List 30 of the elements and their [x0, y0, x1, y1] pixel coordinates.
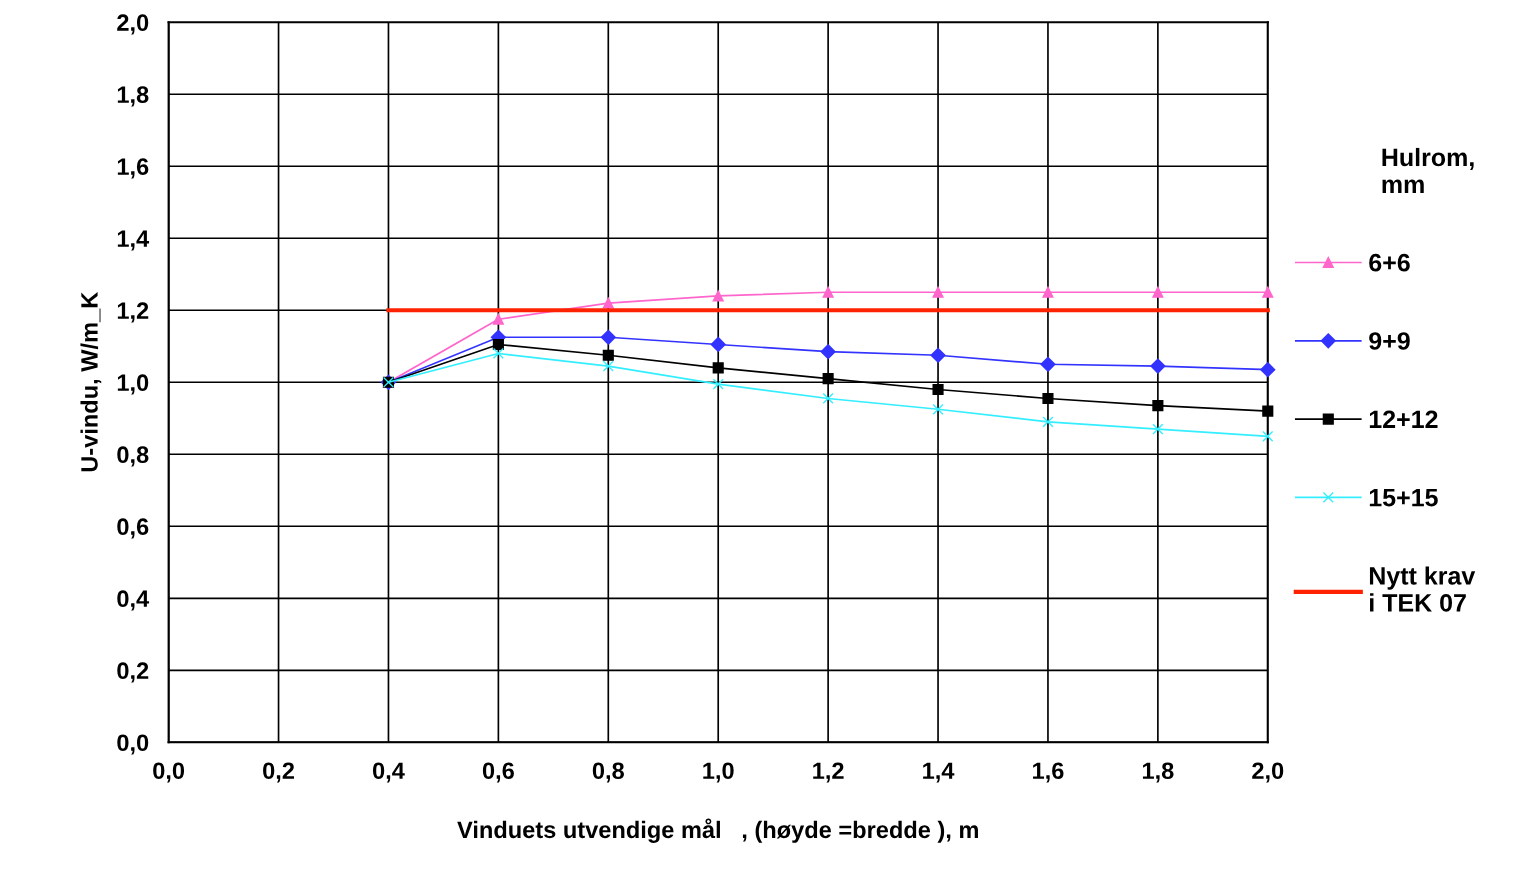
legend-label: 12+12 — [1369, 410, 1438, 428]
x-tick-label: 0,4 — [372, 762, 405, 783]
y-tick-label: 2,0 — [117, 14, 149, 35]
legend-label: Nytt krav i TEK 07 — [1369, 566, 1476, 612]
x-tick-label: 0,8 — [592, 762, 624, 783]
x-tick-label: 1,2 — [813, 762, 844, 783]
x-tick-label: 0,0 — [153, 762, 185, 783]
y-tick-label: 1,6 — [117, 158, 149, 179]
x-tick-label: 0,6 — [482, 762, 514, 783]
y-tick-label: 1,2 — [117, 302, 149, 323]
y-tick-label: 1,4 — [117, 230, 150, 251]
x-tick-label: 2,0 — [1252, 762, 1284, 783]
x-tick-label: 1,8 — [1142, 762, 1174, 783]
legend-label: 6+6 — [1369, 253, 1410, 272]
y-tick-label: 1,0 — [117, 374, 149, 395]
y-tick-label: 0,0 — [117, 734, 149, 755]
y-tick-label: 0,4 — [117, 590, 150, 611]
y-axis-title: U-vindu, W/m_K — [80, 291, 102, 472]
y-tick-label: 0,2 — [117, 662, 149, 683]
x-tick-label: 1,0 — [703, 762, 734, 783]
x-tick-label: 1,4 — [923, 762, 955, 783]
y-tick-label: 1,8 — [117, 86, 149, 107]
legend-label: 9+9 — [1369, 332, 1410, 350]
legend-title: Hulrom, mm — [1382, 147, 1474, 193]
y-tick-label: 0,8 — [117, 446, 149, 467]
x-tick-label: 0,2 — [263, 762, 295, 783]
legend-label: 15+15 — [1369, 488, 1438, 507]
x-tick-label: 1,6 — [1033, 762, 1064, 783]
x-axis-title: Vinduets utvendige mål , (høyde =bredde ), m — [457, 818, 978, 843]
y-tick-label: 0,6 — [117, 518, 149, 539]
